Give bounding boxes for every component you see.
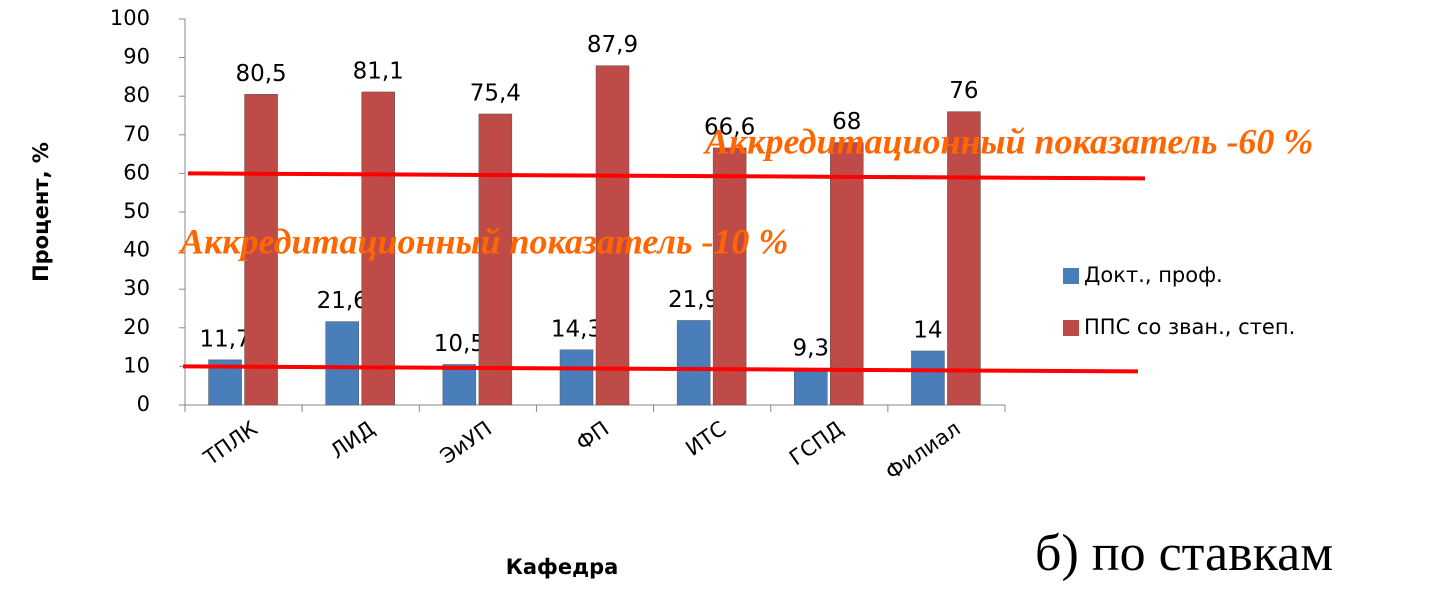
bar <box>244 94 278 406</box>
bar <box>361 91 395 406</box>
x-tick-label: ИТС <box>681 416 730 460</box>
bar <box>947 111 981 406</box>
value-label: 14,3 <box>551 316 602 342</box>
x-tick-label: ТПЛК <box>199 416 262 470</box>
value-label: 81,1 <box>353 58 404 84</box>
bar <box>595 65 630 406</box>
value-label: 87,9 <box>587 32 638 58</box>
value-label: 11,7 <box>199 326 250 352</box>
y-tick-label: 50 <box>123 199 150 223</box>
value-label: 21,9 <box>668 287 719 313</box>
value-label: 80,5 <box>235 61 286 87</box>
legend-swatch <box>1063 268 1079 284</box>
x-tick-label: ФП <box>572 416 614 455</box>
value-label: 66,6 <box>704 114 755 140</box>
value-label: 68 <box>832 109 861 135</box>
annotation: Аккредитационный показатель -10 % <box>178 221 788 261</box>
x-tick-label: ГСПД <box>785 416 848 470</box>
bar <box>442 364 477 406</box>
bar <box>830 142 864 406</box>
value-label: 21,6 <box>317 288 368 314</box>
y-tick-label: 80 <box>123 83 150 107</box>
bar <box>712 147 747 406</box>
y-tick-label: 90 <box>123 45 150 69</box>
x-tick-label: ЭиУП <box>436 416 496 468</box>
y-tick-label: 100 <box>110 6 150 30</box>
bar <box>794 368 828 406</box>
y-axis-label: Процент, % <box>29 142 53 282</box>
value-label: 14 <box>913 317 942 343</box>
x-tick-label: Филиал <box>881 416 964 484</box>
legend-label: ППС со зван., степ. <box>1084 315 1295 339</box>
legend-label: Докт., проф. <box>1084 263 1223 287</box>
value-label: 75,4 <box>470 80 521 106</box>
x-tick-label: ЛИД <box>326 416 379 463</box>
y-tick-label: 60 <box>123 160 150 184</box>
bar <box>325 321 359 406</box>
annotation: Аккредитационный показатель -60 % <box>703 121 1313 161</box>
reference-line <box>182 364 1139 374</box>
bar <box>478 113 513 406</box>
bar <box>676 320 711 406</box>
value-label: 10,5 <box>434 331 485 357</box>
legend-swatch <box>1063 320 1079 336</box>
bar <box>559 349 594 406</box>
caption: б) по ставкам <box>1035 525 1333 582</box>
y-tick-label: 0 <box>137 392 150 416</box>
y-tick-label: 70 <box>123 122 150 146</box>
value-label: 9,3 <box>792 336 829 362</box>
value-label: 76 <box>949 78 978 104</box>
reference-line <box>187 171 1146 181</box>
x-axis-label: Кафедра <box>506 555 619 579</box>
y-tick-label: 30 <box>123 276 150 300</box>
bar <box>911 350 945 406</box>
y-tick-label: 10 <box>123 353 150 377</box>
y-tick-label: 40 <box>123 238 150 262</box>
y-tick-label: 20 <box>123 315 150 339</box>
